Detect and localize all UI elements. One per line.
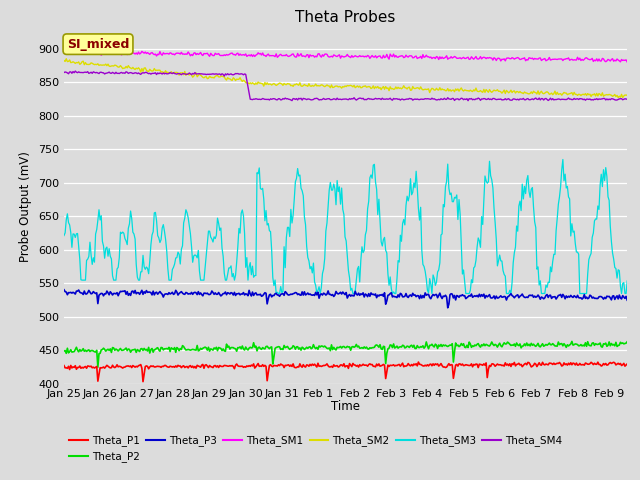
X-axis label: Time: Time <box>331 400 360 413</box>
Y-axis label: Probe Output (mV): Probe Output (mV) <box>19 151 33 262</box>
Title: Theta Probes: Theta Probes <box>296 10 396 25</box>
Text: SI_mixed: SI_mixed <box>67 37 129 51</box>
Legend: Theta_P1, Theta_P2, Theta_P3, Theta_SM1, Theta_SM2, Theta_SM3, Theta_SM4: Theta_P1, Theta_P2, Theta_P3, Theta_SM1,… <box>69 435 562 462</box>
